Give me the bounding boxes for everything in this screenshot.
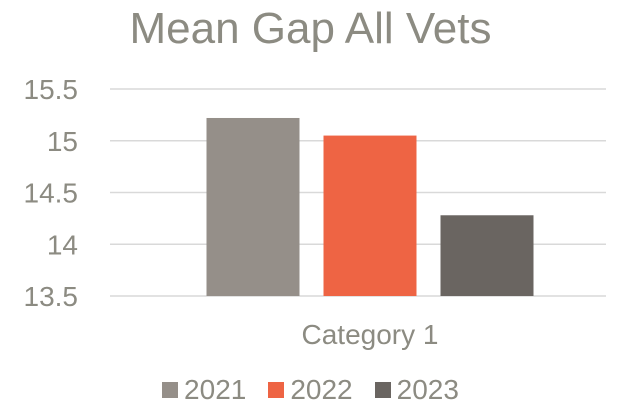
legend-label: 2021	[184, 374, 247, 405]
category-label: Category 1	[302, 319, 439, 350]
chart-plot: 13.5 14 14.5 15 15.5 Category 1	[24, 74, 606, 350]
legend-item-2023: 2023	[374, 374, 459, 406]
bars	[206, 117, 534, 296]
legend-label: 2022	[290, 374, 353, 405]
y-tick-label: 14.5	[24, 178, 79, 209]
y-tick-label: 15.5	[24, 74, 79, 105]
legend-item-2022: 2022	[268, 374, 353, 406]
x-axis-categories: Category 1	[302, 319, 439, 350]
legend-swatch	[374, 382, 391, 398]
bar-2022	[323, 135, 417, 296]
chart-title: Mean Gap All Vets	[129, 4, 492, 53]
legend-swatch	[268, 382, 285, 398]
bar-2021	[206, 117, 300, 296]
y-axis-ticks: 13.5 14 14.5 15 15.5	[24, 74, 79, 312]
bar-2023	[440, 215, 534, 296]
y-tick-label: 14	[47, 229, 78, 260]
y-tick-label: 15	[47, 126, 78, 157]
legend-swatch	[162, 382, 179, 398]
legend: 2021 2022 2023	[0, 374, 621, 406]
legend-item-2021: 2021	[162, 374, 246, 406]
legend-label: 2023	[396, 374, 459, 405]
y-tick-label: 13.5	[24, 281, 79, 312]
